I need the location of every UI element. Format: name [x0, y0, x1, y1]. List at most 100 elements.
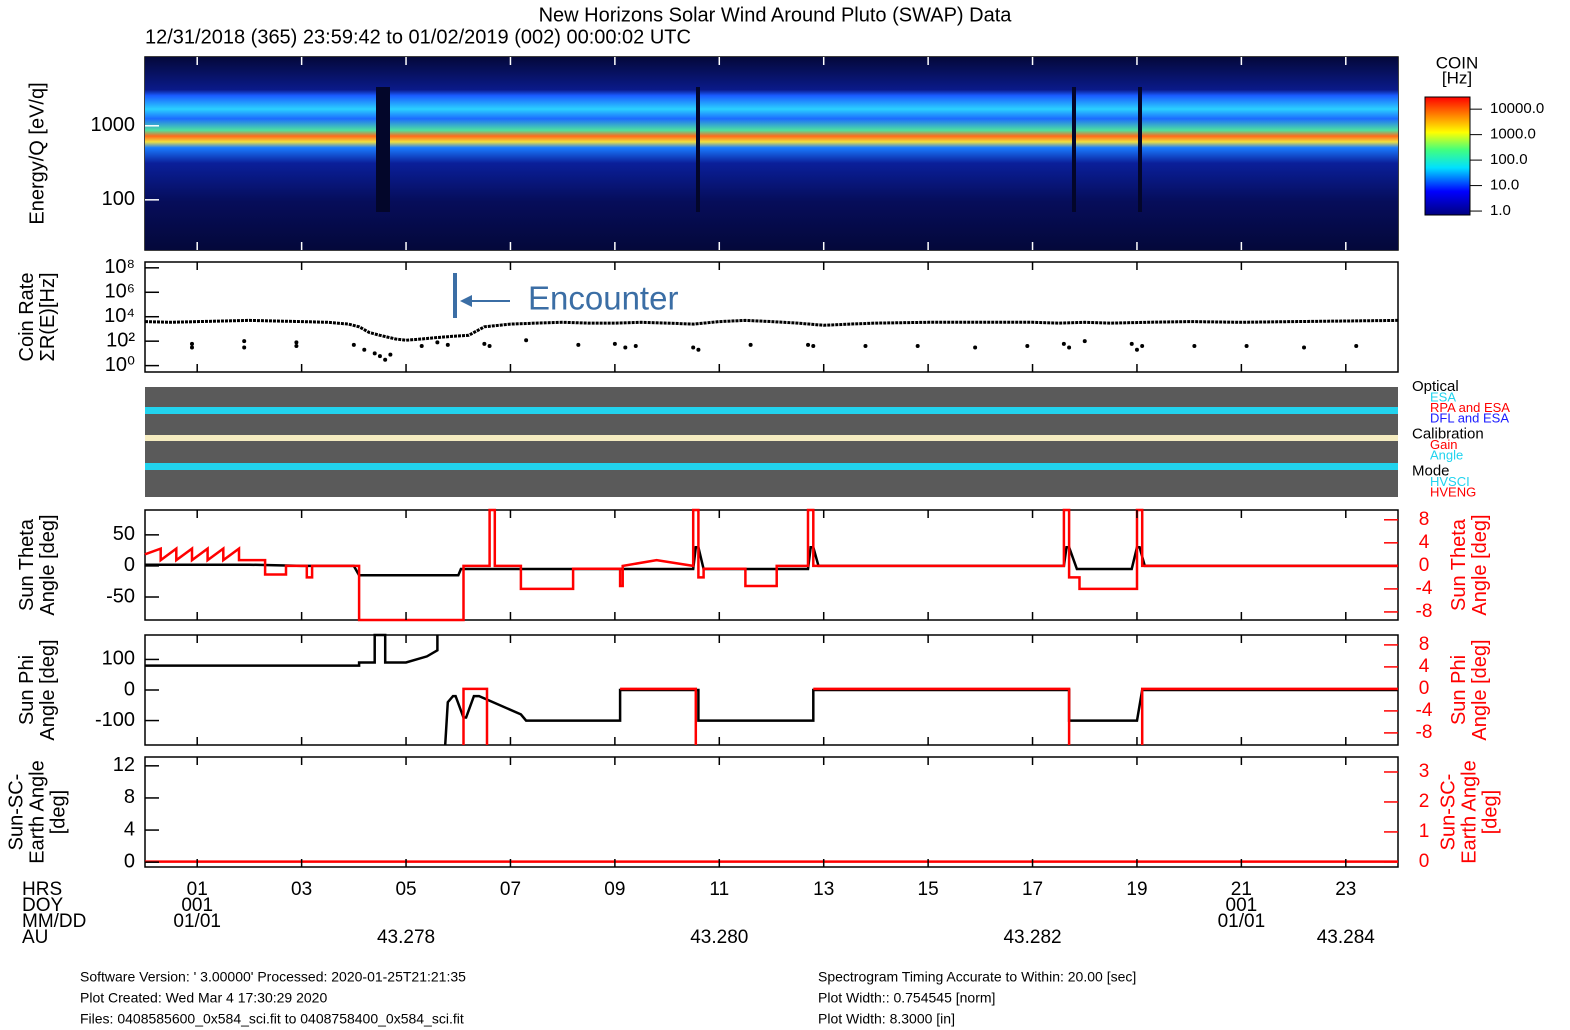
colorbar-tick-label: 1.0: [1490, 202, 1511, 219]
rate-point: [189, 345, 194, 350]
y-label: Sun Theta: [16, 518, 38, 611]
status-group-title: Mode: [1412, 462, 1450, 479]
colorbar-title: [Hz]: [1442, 68, 1472, 87]
colorbar-tick-label: 100.0: [1490, 151, 1528, 168]
time-mmdd-label: 01/01: [173, 911, 221, 932]
colorbar-tick-label: 10.0: [1490, 177, 1519, 194]
y-tick-label: 10²: [106, 329, 135, 351]
time-hrs-label: 21: [1231, 879, 1252, 900]
y-tick-label: 10⁶: [105, 281, 135, 303]
rate-point: [863, 344, 868, 349]
rate-point: [612, 341, 617, 346]
y2-tick-label: 8: [1419, 634, 1430, 655]
colorbar-title: COIN: [1436, 53, 1479, 72]
y-tick-label: 0: [124, 678, 135, 700]
footer-text: Files: 0408585600_0x584_sci.fit to 04087…: [80, 1011, 464, 1027]
rate-point: [383, 357, 388, 362]
rate-point: [294, 344, 299, 349]
status-item: Angle: [1430, 447, 1463, 462]
y2-tick-label: 1: [1419, 821, 1430, 842]
y2-tick-label: -4: [1416, 700, 1433, 721]
y2-tick-label: -4: [1416, 578, 1433, 599]
y2-label: Earth Angle: [1458, 760, 1480, 863]
y2-tick-label: 0: [1419, 555, 1430, 576]
rate-point: [633, 344, 638, 349]
y2-tick-label: -8: [1416, 601, 1433, 622]
rate-point: [1302, 345, 1307, 350]
colorbar-tick-label: 10000.0: [1490, 100, 1544, 117]
rate-point: [806, 342, 811, 347]
status-item: HVENG: [1430, 484, 1476, 499]
y-tick-label: -100: [95, 709, 135, 731]
rate-point: [524, 338, 529, 343]
subtitle: 12/31/2018 (365) 23:59:42 to 01/02/2019 …: [145, 26, 691, 48]
rate-point: [362, 347, 367, 352]
time-hrs-label: 07: [500, 879, 521, 900]
panel-frame: [144, 756, 1399, 868]
y2-tick-label: 3: [1419, 761, 1430, 782]
y-label: Sun-SC-: [5, 774, 27, 851]
data-gap: [696, 87, 700, 212]
time-doy-label: 001: [181, 895, 213, 916]
rate-point: [487, 344, 492, 349]
y-label: Sun Phi: [16, 655, 38, 725]
annotation-arrowhead: [460, 295, 472, 307]
y-label: Energy/Q [eV/q]: [26, 82, 48, 224]
y-label: Earth Angle: [26, 760, 48, 863]
rate-point: [419, 344, 424, 349]
y2-tick-label: -8: [1416, 722, 1433, 743]
footer-text: Plot Width:: 0.754545 [norm]: [818, 990, 995, 1006]
time-au-label: 43.278: [377, 927, 435, 948]
status-item: ESA: [1430, 389, 1456, 404]
spectrogram: [145, 57, 1398, 250]
y-tick-label: -50: [106, 585, 135, 607]
y-tick-label: 50: [113, 523, 135, 545]
rate-point: [623, 345, 628, 350]
y2-tick-label: 2: [1419, 791, 1430, 812]
y2-label: Angle [deg]: [1469, 514, 1491, 615]
y-tick-label: 12: [113, 754, 135, 776]
y2-tick-label: 0: [1419, 851, 1430, 872]
time-row-label: HRS: [22, 879, 62, 900]
footer-text: Plot Created: Wed Mar 4 17:30:29 2020: [80, 990, 327, 1006]
angle-line: [145, 546, 1398, 577]
time-hrs-label: 13: [813, 879, 834, 900]
rate-point: [973, 345, 978, 350]
calibration-stripe: [145, 435, 1398, 441]
data-gap: [376, 87, 390, 212]
rate-point: [294, 340, 299, 345]
footer-text: Spectrogram Timing Accurate to Within: 2…: [818, 969, 1136, 985]
y2-tick-label: 0: [1419, 678, 1430, 699]
time-row-label: AU: [22, 927, 48, 948]
time-hrs-label: 05: [395, 879, 416, 900]
rate-point: [1061, 341, 1066, 346]
time-au-label: 43.280: [690, 927, 748, 948]
y-tick-label: 0: [124, 554, 135, 576]
rate-point: [445, 342, 450, 347]
rate-point: [377, 354, 382, 359]
mode-stripe: [145, 463, 1398, 470]
time-row-label: MM/DD: [22, 911, 86, 932]
y2-label: Angle [deg]: [1469, 639, 1491, 740]
y-label: ΣR(E)[Hz]: [37, 272, 59, 361]
title: New Horizons Solar Wind Around Pluto (SW…: [539, 4, 1013, 26]
angle-line: [462, 687, 1398, 745]
panel-frame: [144, 261, 1399, 373]
footer-text: Plot Width: 8.3000 [in]: [818, 1011, 955, 1027]
y2-tick-label: 4: [1419, 532, 1430, 553]
optical-stripe: [145, 407, 1398, 414]
y-tick-label: 4: [124, 818, 135, 840]
y-label: Angle [deg]: [37, 514, 59, 615]
rate-point: [1244, 344, 1249, 349]
rate-point: [351, 342, 356, 347]
time-hrs-label: 15: [918, 879, 939, 900]
rate-point: [811, 344, 816, 349]
rate-point: [691, 345, 696, 350]
rate-point: [748, 342, 753, 347]
time-au-label: 43.282: [1003, 927, 1061, 948]
time-hrs-label: 19: [1126, 879, 1147, 900]
time-doy-label: 001: [1226, 895, 1258, 916]
rate-point: [1082, 339, 1087, 344]
time-mmdd-label: 01/01: [1218, 911, 1266, 932]
